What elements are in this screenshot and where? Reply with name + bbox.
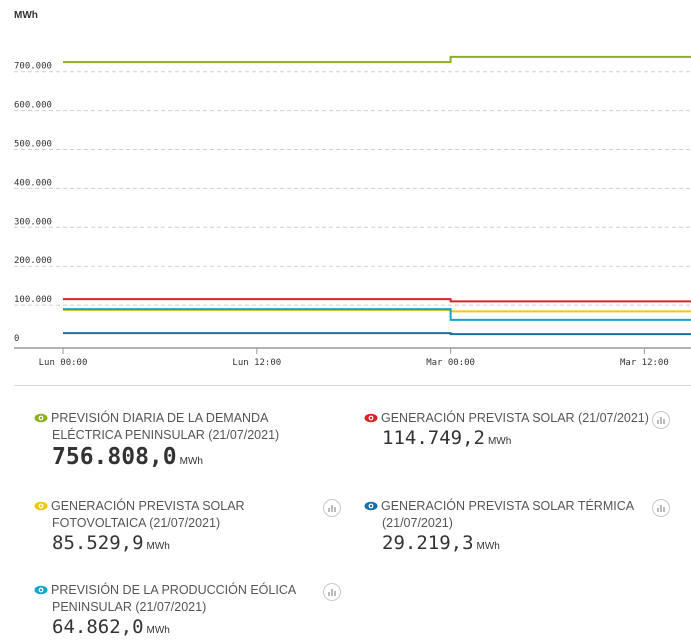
y-tick-labels: 0 100.000 200.000 300.000 400.000 500.000 600.…	[14, 62, 52, 344]
y-axis-unit: MWh	[14, 10, 38, 21]
legend-item-solar[interactable]: GENERACIÓN PREVISTA SOLAR (21/07/2021) 1…	[364, 410, 654, 453]
y-tick-label: 700.000	[14, 62, 52, 72]
histogram-icon[interactable]	[652, 499, 670, 517]
series-line[interactable]	[63, 308, 691, 321]
legend-label-line2: FOTOVOLTAICA (21/07/2021)	[52, 516, 221, 530]
legend-item-fotovoltaica[interactable]: GENERACIÓN PREVISTA SOLAR FOTOVOLTAICA (…	[34, 498, 324, 558]
legend-item-eolica[interactable]: PREVISIÓN DE LA PRODUCCIÓN EÓLICA PENINS…	[34, 582, 324, 642]
series-line[interactable]	[63, 298, 691, 303]
series-line[interactable]	[63, 332, 691, 336]
histogram-icon[interactable]	[652, 411, 670, 429]
legend-value: 756.808,0 MWh	[52, 444, 203, 470]
legend-label-line2: ELÉCTRICA PENINSULAR (21/07/2021)	[52, 428, 280, 442]
legend-value: 64.862,0 MWh	[52, 616, 170, 638]
legend-label: PREVISIÓN DIARIA DE LA DEMANDA	[51, 411, 269, 425]
grid	[14, 71, 691, 306]
x-tick-label: Lun 12:00	[232, 358, 281, 368]
eye-icon[interactable]	[364, 413, 378, 423]
y-tick-label: 600.000	[14, 101, 52, 111]
histogram-icon[interactable]	[323, 499, 341, 517]
y-tick-label: 500.000	[14, 140, 52, 150]
y-tick-label: 100.000	[14, 295, 52, 305]
series-line[interactable]	[63, 50, 691, 64]
x-tick-label: Mar 00:00	[426, 358, 475, 368]
legend-panel: PREVISIÓN DIARIA DE LA DEMANDA ELÉCTRICA…	[14, 385, 691, 640]
line-chart: MWh 0 100.000 200.000 300.000 400.000 500.000…	[14, 10, 691, 368]
histogram-icon[interactable]	[323, 583, 341, 601]
legend-item-demanda[interactable]: PREVISIÓN DIARIA DE LA DEMANDA ELÉCTRICA…	[34, 410, 324, 475]
legend-label: GENERACIÓN PREVISTA SOLAR TÉRMICA	[381, 499, 635, 513]
legend-value: 114.749,2 MWh	[382, 427, 512, 449]
legend-label-line2: (21/07/2021)	[382, 516, 453, 530]
eye-icon[interactable]	[34, 501, 48, 511]
y-tick-label: 200.000	[14, 256, 52, 266]
legend-label: PREVISIÓN DE LA PRODUCCIÓN EÓLICA	[51, 583, 297, 597]
x-tick-label: Mar 12:00	[620, 358, 669, 368]
legend-item-termica[interactable]: GENERACIÓN PREVISTA SOLAR TÉRMICA (21/07…	[364, 498, 654, 558]
x-tick-label: Lun 00:00	[39, 358, 88, 368]
eye-icon[interactable]	[364, 501, 378, 511]
y-tick-label: 0	[14, 334, 19, 344]
eye-icon[interactable]	[34, 585, 48, 595]
legend-label-line2: PENINSULAR (21/07/2021)	[52, 600, 207, 614]
y-tick-label: 300.000	[14, 217, 52, 227]
legend-value: 85.529,9 MWh	[52, 532, 170, 554]
series-lines	[63, 50, 691, 336]
y-tick-label: 400.000	[14, 178, 52, 188]
legend-label: GENERACIÓN PREVISTA SOLAR (21/07/2021)	[381, 411, 649, 425]
legend-value: 29.219,3 MWh	[382, 532, 500, 554]
eye-icon[interactable]	[34, 413, 48, 423]
legend-label: GENERACIÓN PREVISTA SOLAR	[51, 499, 245, 513]
